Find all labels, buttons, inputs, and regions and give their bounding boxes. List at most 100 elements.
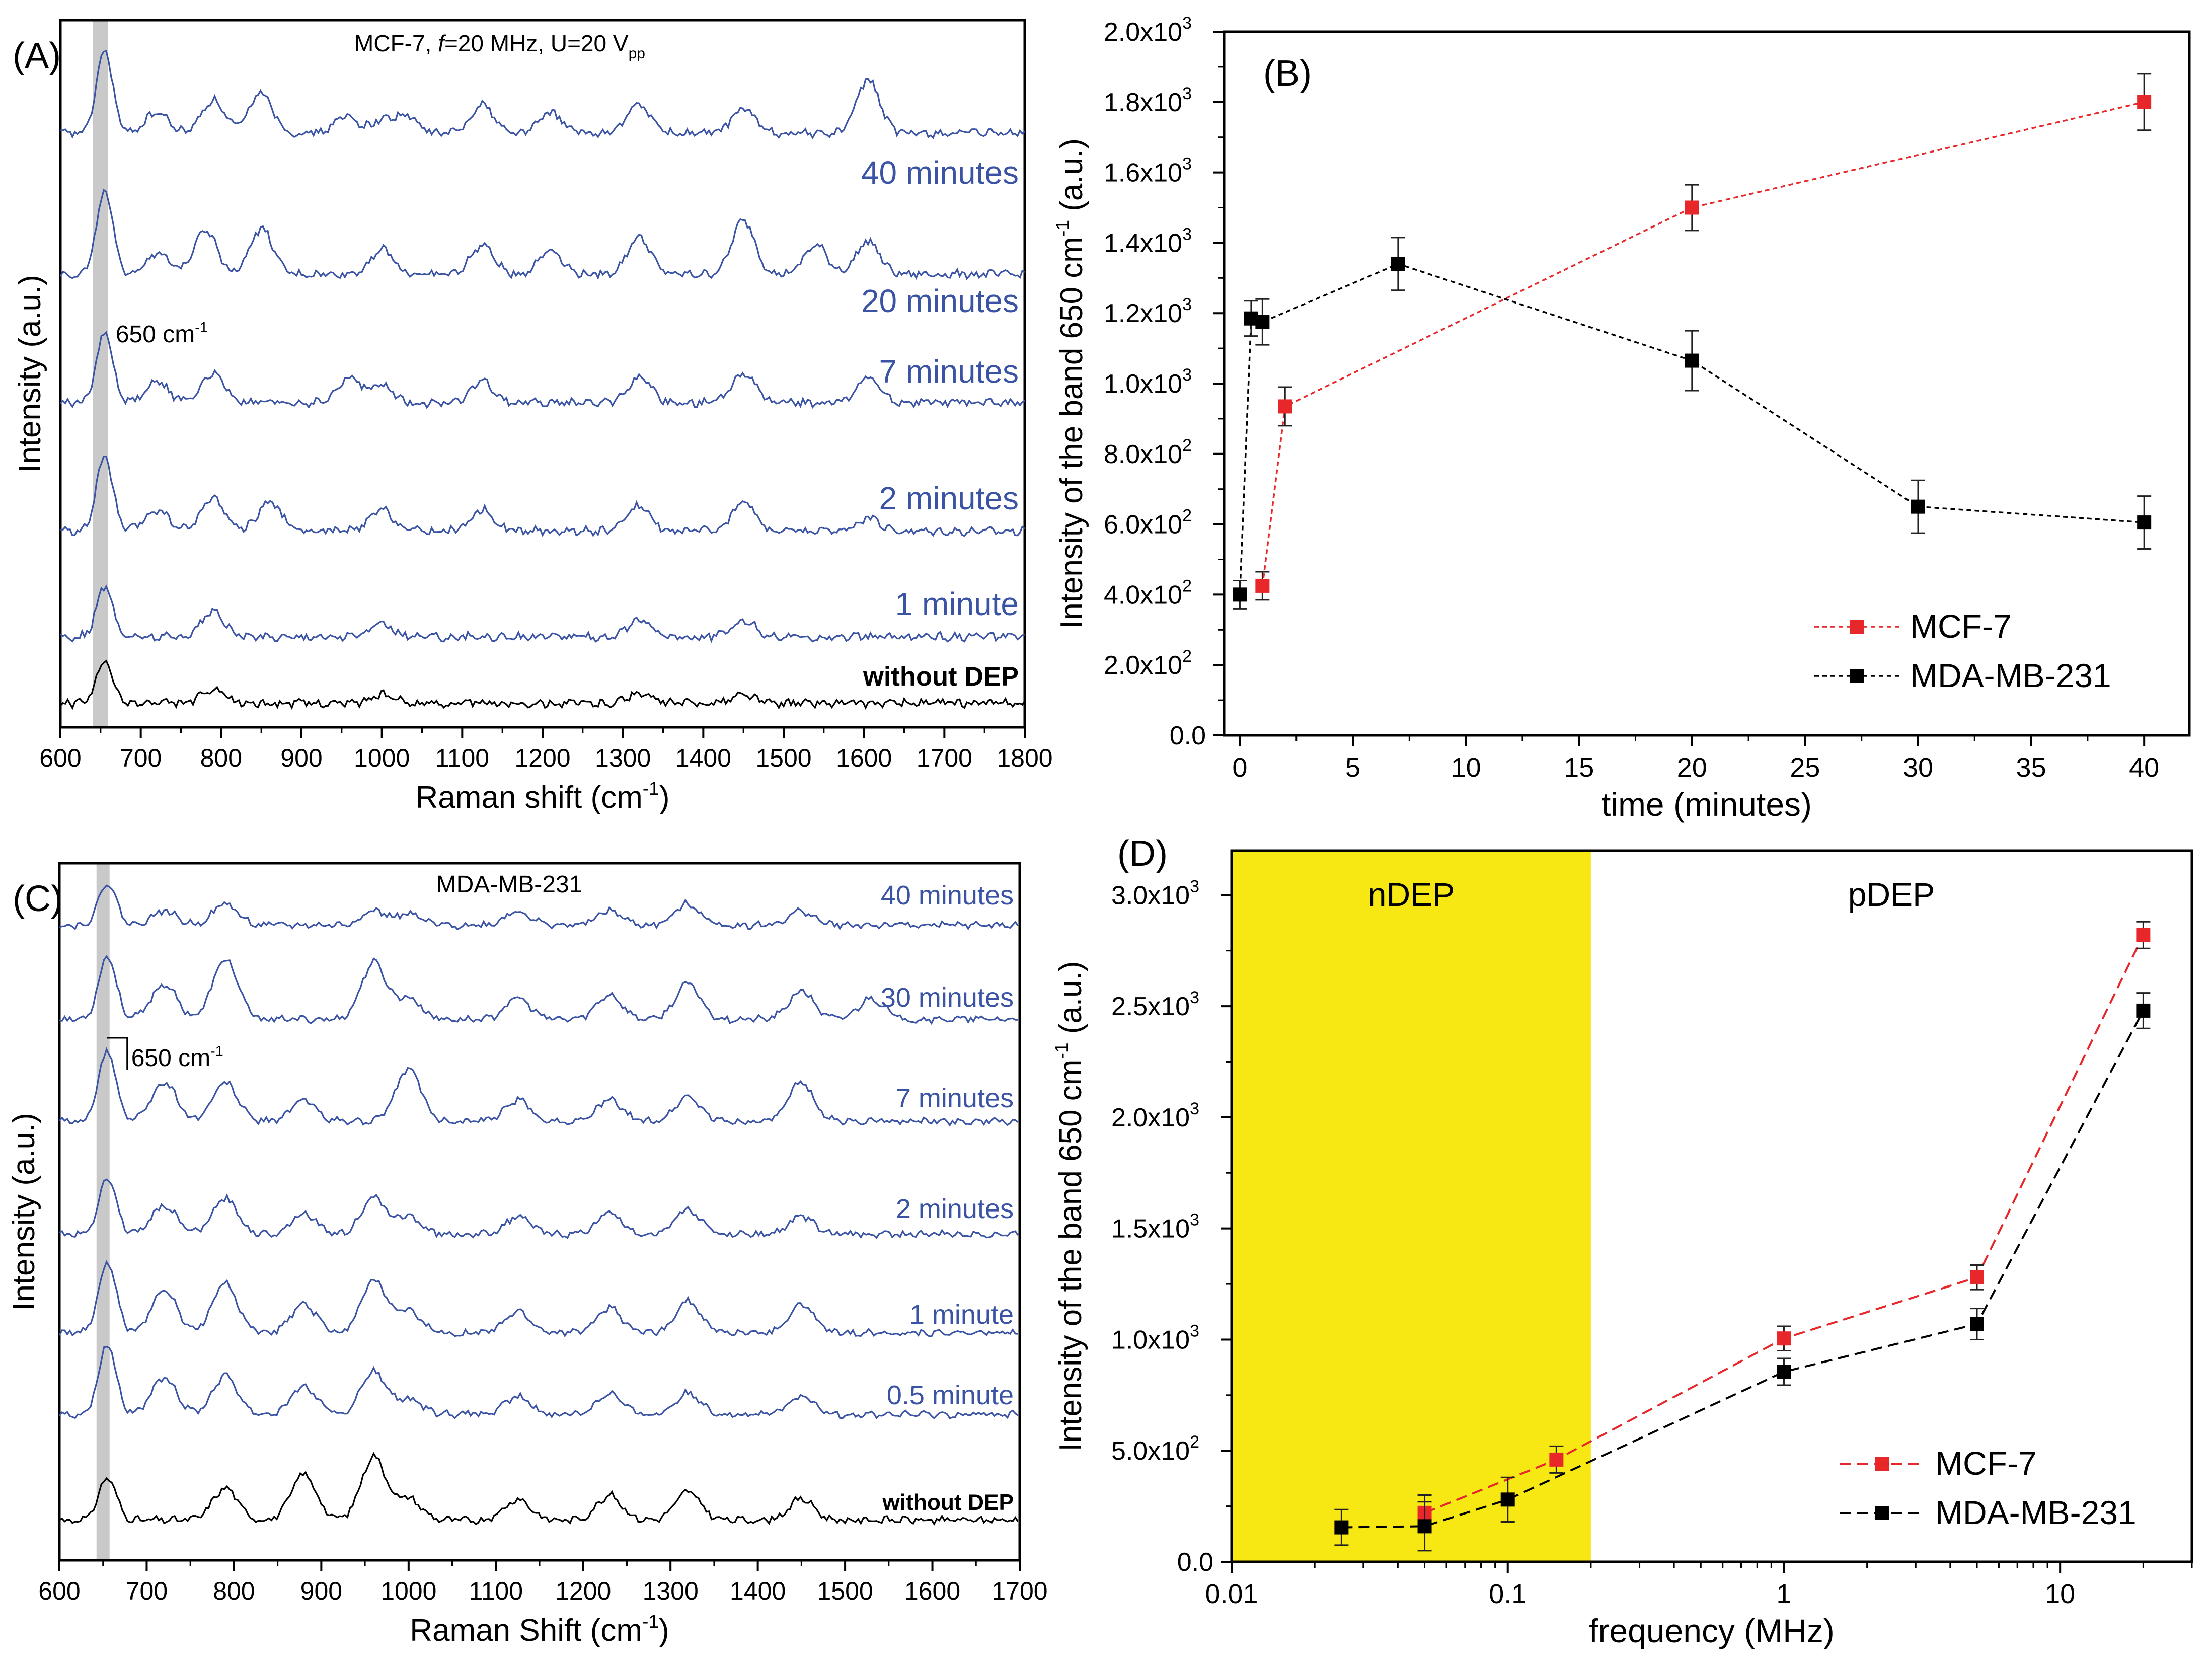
- y-tick-label: 1.4x103: [1104, 224, 1192, 258]
- y-tick-label: 0.0: [1170, 721, 1206, 750]
- trace-label: without DEP: [882, 1490, 1014, 1515]
- data-point: [2137, 95, 2152, 109]
- panel-b: 0.0 2.0x102 4.0x102 6.0x102 8.0x102 1.0x103 1.…: [1052, 14, 2191, 823]
- y-tick-label: 2.0x102: [1104, 647, 1192, 680]
- y-tick-label: 2.5x103: [1111, 988, 1199, 1021]
- x-tick-label: 1400: [730, 1577, 786, 1605]
- trace-label: 2 minutes: [879, 480, 1019, 516]
- data-point: [1255, 578, 1270, 593]
- legend-marker: [1850, 620, 1864, 634]
- x-tick-label: 900: [280, 744, 322, 772]
- data-point: [1970, 1317, 1985, 1331]
- panel-c: 40 minutes 30 minutes 7 minutes 2 minutes 1 …: [7, 862, 1048, 1648]
- x-tick-label: 1200: [514, 744, 570, 772]
- data-point: [1417, 1519, 1432, 1534]
- x-tick-label: 600: [38, 1577, 80, 1605]
- plot-frame: [58, 862, 1021, 1562]
- y-tick-label: 2.0x103: [1104, 14, 1192, 47]
- data-point: [1777, 1365, 1791, 1379]
- x-tick-label: 1000: [354, 744, 410, 772]
- x-tick-label: 10: [2045, 1579, 2075, 1609]
- band-label: 650 cm-1: [131, 1043, 223, 1072]
- spectrum-trace: [58, 1260, 1018, 1338]
- trace-label: 7 minutes: [879, 353, 1019, 390]
- data-point: [1777, 1331, 1791, 1346]
- trace-label: 0.5 minute: [887, 1380, 1014, 1410]
- x-tick-label: 5: [1345, 752, 1360, 783]
- band-650-marker: [96, 863, 110, 1560]
- trace-label: 1 minute: [909, 1300, 1014, 1330]
- region-label: pDEP: [1848, 876, 1935, 913]
- region-label: nDEP: [1368, 876, 1455, 913]
- spectrum-trace: [59, 1178, 1019, 1239]
- trace-label: 7 minutes: [896, 1083, 1014, 1113]
- panel-title: MDA-MB-231: [436, 871, 583, 898]
- data-point: [2136, 1003, 2151, 1018]
- x-tick-label: 1600: [904, 1577, 960, 1605]
- legend-marker: [1875, 1457, 1889, 1471]
- data-point: [1233, 587, 1247, 602]
- data-point: [2136, 928, 2151, 942]
- x-axis-label: time (minutes): [1601, 786, 1812, 823]
- spectrum-trace: [59, 331, 1025, 409]
- y-tick-label: 1.6x103: [1104, 155, 1192, 188]
- panel-label: (C): [13, 879, 63, 919]
- x-tick-label: 1500: [755, 744, 811, 772]
- x-tick-label: 1700: [991, 1577, 1047, 1605]
- x-axis-label: Raman Shift (cm-1): [410, 1611, 669, 1648]
- x-tick-label: 1300: [595, 744, 651, 772]
- trace-label: 40 minutes: [861, 155, 1019, 191]
- x-tick-label: 35: [2016, 752, 2046, 783]
- y-tick-label: 8.0x102: [1104, 436, 1192, 469]
- data-point: [1334, 1520, 1349, 1535]
- y-tick-label: 1.0x103: [1104, 365, 1192, 399]
- spectrum-trace: [58, 1047, 1019, 1127]
- data-point: [1911, 499, 1925, 514]
- band-label: 650 cm-1: [116, 320, 208, 348]
- y-tick-label: 1.2x103: [1104, 295, 1192, 328]
- series-line: [1239, 263, 2145, 595]
- legend-label: MDA-MB-231: [1935, 1494, 2137, 1531]
- x-tick-label: 40: [2129, 752, 2159, 783]
- x-tick-label: 1200: [555, 1577, 611, 1605]
- plot-frame: [1230, 849, 2193, 1563]
- x-tick-label: 0: [1232, 752, 1247, 783]
- x-tick-label: 900: [300, 1577, 342, 1605]
- data-point: [2137, 515, 2152, 530]
- y-tick-label: 3.0x103: [1111, 877, 1199, 910]
- band-650-marker: [93, 20, 108, 727]
- x-tick-label: 0.1: [1489, 1579, 1527, 1609]
- plot-frame: [1223, 30, 2191, 737]
- y-axis-label: Intensity of the band 650 cm-1 (a.u.): [1052, 138, 1089, 629]
- spectrum-trace: [59, 659, 1026, 710]
- x-tick-label: 0.01: [1205, 1579, 1258, 1609]
- legend-label: MCF-7: [1910, 608, 2012, 645]
- y-tick-label: 5.0x102: [1111, 1432, 1199, 1466]
- panel-label: (B): [1263, 53, 1312, 94]
- trace-label: without DEP: [863, 662, 1019, 692]
- y-axis-label: Intensity (a.u.): [7, 1113, 41, 1311]
- data-point: [1549, 1452, 1564, 1467]
- spectrum-trace: [59, 955, 1018, 1025]
- x-tick-label: 1600: [836, 744, 892, 772]
- data-point: [1278, 399, 1292, 414]
- trace-label: 30 minutes: [881, 982, 1014, 1013]
- trace-label: 2 minutes: [896, 1194, 1014, 1224]
- spectrum-trace: [59, 188, 1025, 280]
- region-pdep: [1590, 851, 2192, 1562]
- series-line: [1261, 101, 2145, 586]
- legend-label: MDA-MB-231: [1910, 657, 2111, 694]
- x-tick-label: 1300: [643, 1577, 699, 1605]
- spectrum-trace: [60, 50, 1026, 140]
- data-point: [1685, 353, 1699, 368]
- x-tick-label: 600: [39, 744, 81, 772]
- x-tick-label: 1700: [917, 744, 972, 772]
- x-tick-label: 1100: [435, 744, 490, 772]
- spectrum-trace: [59, 884, 1019, 931]
- panel-d: nDEP pDEP 0.0 5.0x102 1.0x103 1.5x103 2.0x103 2…: [1051, 834, 2193, 1649]
- x-tick-label: 700: [126, 1577, 168, 1605]
- x-tick-label: 1: [1776, 1579, 1791, 1609]
- y-tick-label: 1.8x103: [1104, 84, 1192, 117]
- x-tick-label: 1000: [380, 1577, 436, 1605]
